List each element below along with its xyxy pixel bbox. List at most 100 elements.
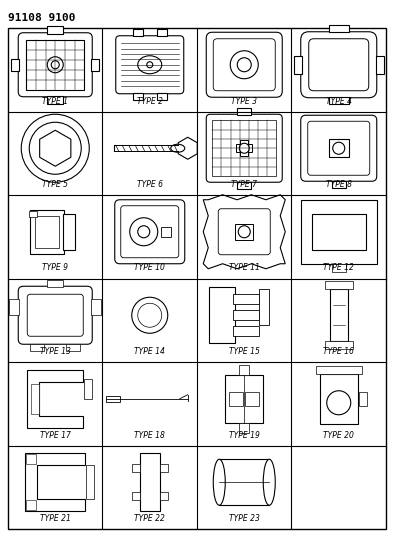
Circle shape <box>51 61 59 69</box>
Ellipse shape <box>263 459 275 505</box>
Bar <box>161 227 171 237</box>
FancyBboxPatch shape <box>301 115 377 181</box>
Polygon shape <box>25 453 85 511</box>
Bar <box>236 144 252 152</box>
Bar <box>47 96 63 104</box>
Circle shape <box>238 226 250 238</box>
Circle shape <box>239 143 249 154</box>
Polygon shape <box>40 130 71 166</box>
Bar <box>132 492 140 500</box>
Text: TYPE 16: TYPE 16 <box>323 347 354 356</box>
FancyBboxPatch shape <box>308 121 370 175</box>
Bar <box>29 211 37 217</box>
Bar <box>11 59 19 71</box>
FancyBboxPatch shape <box>213 39 275 91</box>
Bar <box>329 139 349 157</box>
Bar <box>294 56 302 74</box>
Text: TYPE 10: TYPE 10 <box>134 263 165 272</box>
Circle shape <box>130 218 158 246</box>
Circle shape <box>230 51 258 79</box>
Bar <box>229 392 243 406</box>
Text: TYPE 7: TYPE 7 <box>231 180 257 189</box>
Bar <box>26 454 36 464</box>
Bar <box>86 465 94 499</box>
Bar <box>30 344 44 351</box>
Circle shape <box>21 114 89 182</box>
Circle shape <box>47 56 63 72</box>
Text: TYPE 2: TYPE 2 <box>137 96 163 106</box>
Bar <box>329 97 349 104</box>
FancyBboxPatch shape <box>18 286 92 344</box>
Bar <box>209 287 235 343</box>
Bar <box>160 464 168 472</box>
Text: TYPE 9: TYPE 9 <box>42 263 68 272</box>
Circle shape <box>138 303 162 327</box>
Bar <box>325 341 353 349</box>
FancyBboxPatch shape <box>206 114 282 182</box>
Text: TYPE 4: TYPE 4 <box>326 96 352 106</box>
Bar <box>332 181 346 188</box>
Bar <box>157 93 167 100</box>
Bar <box>133 93 143 100</box>
Bar <box>31 384 39 414</box>
Bar <box>376 56 384 74</box>
Bar <box>329 25 349 33</box>
Bar <box>212 120 276 176</box>
Bar <box>237 182 251 189</box>
Text: TYPE 6: TYPE 6 <box>137 180 163 189</box>
Text: TYPE 22: TYPE 22 <box>134 514 165 523</box>
Bar <box>9 299 19 315</box>
Bar <box>259 289 269 325</box>
Bar <box>132 464 140 472</box>
Bar <box>26 500 36 510</box>
Circle shape <box>237 58 251 72</box>
Text: TYPE 11: TYPE 11 <box>229 263 260 272</box>
Bar <box>66 344 80 351</box>
Text: TYPE 18: TYPE 18 <box>134 431 165 440</box>
FancyBboxPatch shape <box>115 200 185 264</box>
Bar <box>239 365 249 375</box>
Bar <box>233 294 259 304</box>
Text: TYPE 12: TYPE 12 <box>323 263 354 272</box>
Bar <box>47 280 63 287</box>
FancyBboxPatch shape <box>27 294 83 336</box>
Bar <box>106 395 120 402</box>
FancyBboxPatch shape <box>121 206 179 258</box>
Text: TYPE 21: TYPE 21 <box>40 514 71 523</box>
Ellipse shape <box>213 459 225 505</box>
Text: TYPE 13: TYPE 13 <box>40 347 71 356</box>
Text: TYPE 20: TYPE 20 <box>323 431 354 440</box>
Bar <box>47 26 63 34</box>
Circle shape <box>29 122 81 174</box>
Bar <box>160 492 168 500</box>
Bar <box>320 374 358 424</box>
FancyBboxPatch shape <box>218 209 270 255</box>
Text: TYPE 23: TYPE 23 <box>229 514 260 523</box>
Text: TYPE 5: TYPE 5 <box>42 180 68 189</box>
Bar <box>140 453 160 511</box>
Text: TYPE 19: TYPE 19 <box>229 431 260 440</box>
Bar <box>157 29 167 36</box>
Polygon shape <box>203 195 285 269</box>
Bar <box>133 29 143 36</box>
Bar <box>26 40 84 90</box>
Text: TYPE 8: TYPE 8 <box>326 180 352 189</box>
Bar <box>332 264 346 272</box>
FancyBboxPatch shape <box>206 33 282 97</box>
Circle shape <box>147 62 153 68</box>
Circle shape <box>333 142 345 154</box>
FancyBboxPatch shape <box>301 32 377 98</box>
Circle shape <box>327 391 351 415</box>
Bar <box>30 210 64 254</box>
Bar <box>325 281 353 289</box>
FancyBboxPatch shape <box>116 36 184 94</box>
Bar <box>312 214 366 250</box>
Bar <box>316 366 362 374</box>
Bar <box>359 392 367 406</box>
Bar <box>219 459 269 505</box>
Circle shape <box>132 297 168 333</box>
FancyBboxPatch shape <box>309 39 369 91</box>
Text: TYPE 15: TYPE 15 <box>229 347 260 356</box>
Text: TYPE 14: TYPE 14 <box>134 347 165 356</box>
Bar <box>237 108 251 115</box>
